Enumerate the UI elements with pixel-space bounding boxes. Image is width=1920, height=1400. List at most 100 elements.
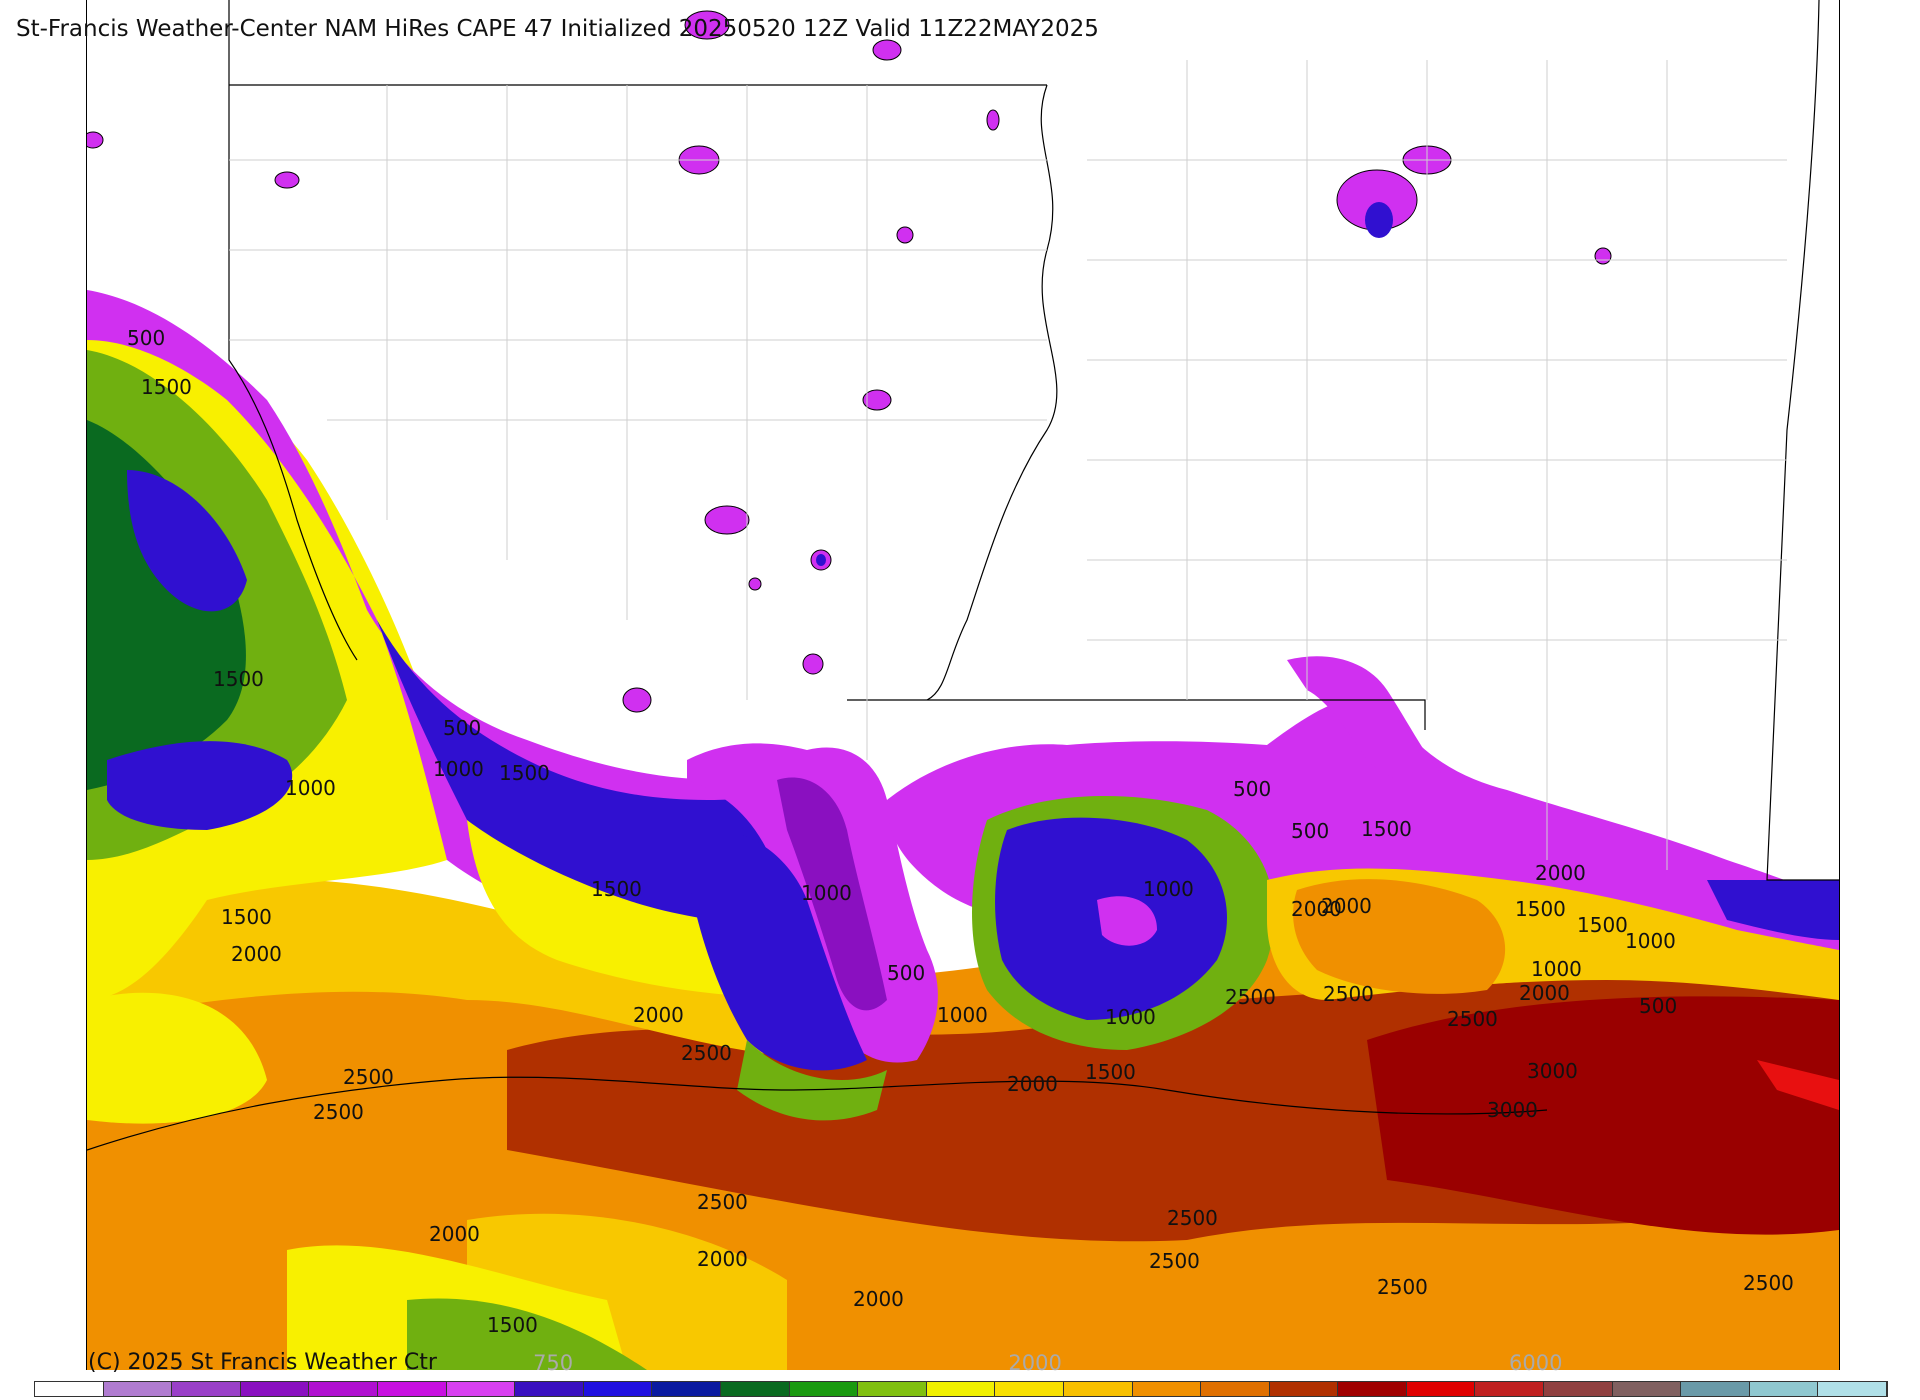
contour-label: 2000	[1519, 981, 1570, 1005]
cape-northeast-lobe	[1287, 656, 1447, 784]
cape-map: 500 1500 1500 500 1000 1500 1000 1500 15…	[86, 0, 1840, 1370]
contour-label: 2000	[231, 942, 282, 966]
contour-label: 1000	[433, 757, 484, 781]
contour-label: 2500	[1149, 1249, 1200, 1273]
contour-label: 2000	[697, 1247, 748, 1271]
contour-label: 2500	[1225, 985, 1276, 1009]
colorbar-swatch	[377, 1382, 447, 1396]
contour-label: 2500	[1323, 982, 1374, 1006]
colorbar-swatch	[1475, 1382, 1545, 1396]
colorbar-swatch	[995, 1382, 1064, 1396]
contour-label: 2500	[343, 1065, 394, 1089]
contour-label: 1000	[1105, 1005, 1156, 1029]
contour-label: 500	[1233, 777, 1271, 801]
contour-label: 500	[1639, 994, 1677, 1018]
colorbar-swatch	[858, 1382, 927, 1396]
cape-1500-2000-region	[87, 878, 847, 1060]
contour-label: 1500	[1361, 817, 1412, 841]
contour-label: 2000	[853, 1287, 904, 1311]
cape-blue-east-edge	[1707, 880, 1839, 940]
contour-label: 2500	[1167, 1206, 1218, 1230]
contour-label: 1000	[1531, 957, 1582, 981]
contour-label: 3000	[1527, 1059, 1578, 1083]
cape-orange-east	[1293, 879, 1506, 994]
contour-label: 1500	[1515, 897, 1566, 921]
contour-label: 2500	[1447, 1007, 1498, 1031]
inland-cape-patches	[87, 10, 1612, 713]
contour-label: 1000	[285, 776, 336, 800]
colorbar-swatch	[652, 1382, 721, 1396]
contour-label: 1500	[213, 667, 264, 691]
colorbar-swatch	[926, 1382, 996, 1396]
contour-label: 1500	[487, 1313, 538, 1337]
colorbar-swatch	[1544, 1382, 1613, 1396]
contour-label: 1500	[499, 761, 550, 785]
colorbar-swatch	[1132, 1382, 1202, 1396]
contour-label: 2500	[697, 1190, 748, 1214]
inland-cape-cores	[816, 202, 1393, 566]
colorbar-swatch	[1681, 1382, 1750, 1396]
colorbar-swatch	[309, 1382, 378, 1396]
colorbar	[34, 1381, 1888, 1397]
contour-label: 1000	[801, 881, 852, 905]
contour-label: 500	[443, 716, 481, 740]
colorbar-swatch	[446, 1382, 516, 1396]
contour-label: 1500	[591, 877, 642, 901]
contour-label: 500	[1291, 819, 1329, 843]
colorbar-tick-label: 2000	[1008, 1351, 1062, 1375]
colorbar-swatch	[240, 1382, 310, 1396]
colorbar-swatch	[1063, 1382, 1133, 1396]
colorbar-swatch	[515, 1382, 584, 1396]
cape-darkgreen-west	[87, 420, 246, 790]
colorbar-swatch	[1201, 1382, 1270, 1396]
colorbar-swatch	[1749, 1382, 1819, 1396]
contour-label: 2500	[1743, 1271, 1794, 1295]
contour-label: 1000	[937, 1003, 988, 1027]
contour-label: 2000	[429, 1222, 480, 1246]
contour-label: 2000	[1291, 897, 1342, 921]
cape-max-core	[1757, 1060, 1839, 1110]
colorbar-tick-label: 6000	[1509, 1351, 1563, 1375]
cape-blue-west-upper	[127, 470, 247, 612]
contour-label: 2500	[681, 1041, 732, 1065]
cape-blue-west-lower	[107, 741, 293, 830]
contour-labels: 500 1500 1500 500 1000 1500 1000 1500 15…	[127, 326, 1794, 1337]
county-lines	[229, 60, 1787, 870]
contour-label: 2000	[633, 1003, 684, 1027]
map-title: St-Francis Weather-Center NAM HiRes CAPE…	[16, 16, 1099, 42]
cape-3000-core	[1367, 996, 1839, 1235]
contour-label: 1000	[1143, 877, 1194, 901]
boundaries	[87, 0, 1839, 1151]
cape-low-fringe-west	[87, 290, 857, 955]
contour-label: 3000	[1487, 1098, 1538, 1122]
contour-label: 500	[127, 326, 165, 350]
colorbar-swatch	[789, 1382, 859, 1396]
cape-green-south	[407, 1298, 647, 1370]
contour-label: 1000	[1625, 929, 1676, 953]
colorbar-swatch	[1818, 1382, 1888, 1396]
colorbar-ticks: 750 2000 6000	[34, 1351, 1888, 1379]
colorbar-swatch	[1406, 1382, 1476, 1396]
colorbar-swatch	[1612, 1382, 1682, 1396]
cape-map-canvas: 500 1500 1500 500 1000 1500 1000 1500 15…	[87, 0, 1839, 1370]
contour-label: 1500	[1577, 913, 1628, 937]
contour-label: 2500	[1377, 1275, 1428, 1299]
colorbar-swatch	[583, 1382, 653, 1396]
contour-label: 2000	[1321, 894, 1372, 918]
colorbar-tick-label: 750	[533, 1351, 574, 1375]
colorbar-swatch	[172, 1382, 241, 1396]
cape-green-central	[737, 1040, 887, 1121]
cape-magenta-east-blob	[1097, 896, 1157, 946]
copyright-notice: (C) 2025 St Francis Weather Ctr	[88, 1350, 437, 1375]
contour-label: 1500	[1085, 1060, 1136, 1084]
contour-label: 1500	[221, 905, 272, 929]
colorbar-swatch	[103, 1382, 173, 1396]
colorbar-swatch	[1269, 1382, 1339, 1396]
colorbar-swatch	[35, 1382, 104, 1396]
contour-label: 1500	[141, 375, 192, 399]
colorbar-swatch	[720, 1382, 790, 1396]
cape-central-plume-core	[777, 777, 887, 1011]
cape-yellow-west	[87, 992, 267, 1124]
contour-label: 2500	[313, 1100, 364, 1124]
contour-label: 500	[887, 961, 925, 985]
